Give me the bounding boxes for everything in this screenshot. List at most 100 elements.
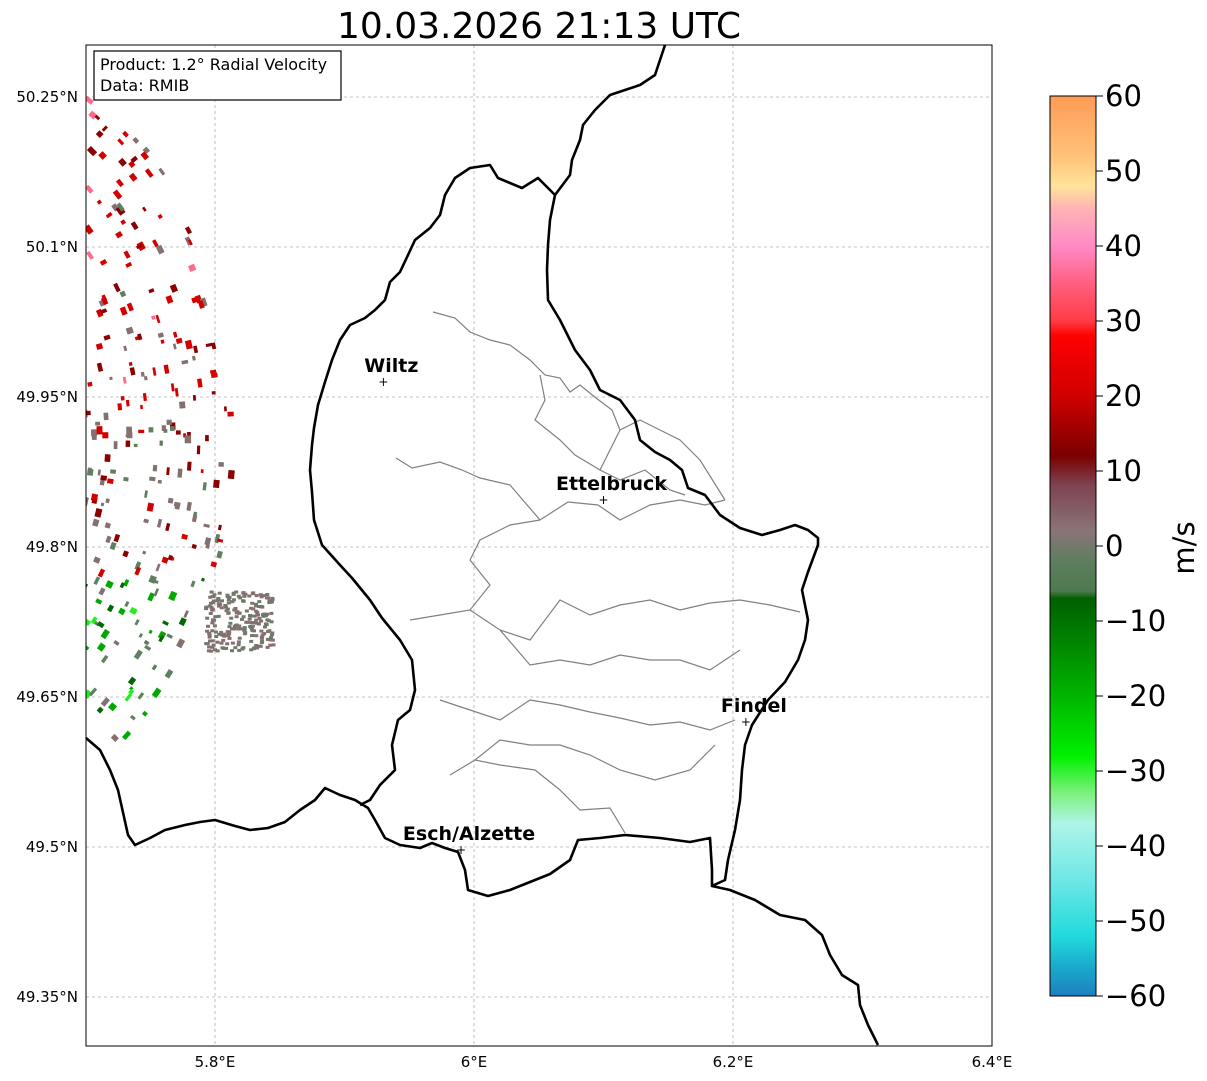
velocity-gate — [93, 556, 101, 564]
velocity-gate — [113, 441, 118, 450]
velocity-gate — [200, 577, 205, 582]
velocity-gate — [186, 501, 192, 511]
city-marker: + — [456, 843, 466, 857]
velocity-gate — [179, 401, 186, 409]
velocity-gate — [203, 523, 210, 528]
velocity-gate — [244, 609, 249, 613]
velocity-gate — [209, 590, 214, 594]
velocity-gate — [204, 537, 212, 546]
velocity-gate — [130, 221, 139, 231]
info-product: Product: 1.2° Radial Velocity — [100, 55, 327, 74]
french-german-border — [711, 884, 880, 1046]
city-marker: + — [378, 375, 388, 389]
velocity-gate — [212, 624, 217, 628]
velocity-gate — [270, 597, 275, 601]
velocity-gate — [113, 282, 121, 293]
velocity-gate — [217, 524, 222, 531]
velocity-gate — [156, 518, 163, 528]
velocity-gate — [255, 646, 260, 650]
velocity-gate — [227, 632, 232, 636]
velocity-gate — [157, 332, 164, 339]
velocity-gate — [183, 610, 189, 618]
velocity-gate — [142, 393, 147, 402]
velocity-gate — [254, 594, 259, 598]
velocity-gate — [258, 644, 263, 648]
velocity-gate — [209, 649, 213, 653]
lon-tick-label: 6.4°E — [972, 1053, 1013, 1071]
velocity-gate — [87, 381, 93, 387]
colorbar: 60 50 40 30 20 10 0 −10 −20 −30 −40 −50 −60 m/s — [1049, 79, 1201, 1013]
velocity-gate — [232, 598, 236, 602]
velocity-gate — [229, 616, 234, 620]
lat-tick-label: 50.1°N — [26, 238, 78, 256]
velocity-gate — [220, 646, 225, 650]
velocity-gate — [212, 479, 220, 489]
velocity-gate — [105, 212, 113, 219]
velocity-gate — [137, 333, 143, 341]
velocity-gate — [259, 629, 264, 633]
velocity-gate — [92, 518, 100, 527]
velocity-gate — [210, 639, 215, 643]
velocity-gate — [228, 621, 233, 625]
velocity-gate — [129, 686, 134, 691]
velocity-gate — [211, 643, 216, 647]
velocity-gate — [211, 601, 216, 605]
velocity-gate — [263, 625, 267, 629]
velocity-gate — [205, 544, 210, 549]
velocity-gate — [149, 476, 156, 482]
velocity-gate — [226, 598, 231, 602]
velocity-gate — [205, 642, 210, 646]
velocity-gate — [259, 605, 264, 608]
velocity-gate — [269, 611, 274, 615]
velocity-gate — [134, 566, 142, 576]
velocity-gate — [175, 337, 183, 344]
velocity-gate — [265, 637, 270, 641]
velocity-gate — [227, 469, 235, 480]
velocity-gate — [124, 693, 133, 702]
city-label: Wiltz — [364, 355, 418, 377]
velocity-gate — [265, 645, 270, 649]
velocity-gate — [216, 550, 223, 559]
velocity-gate — [122, 730, 132, 741]
velocity-gate — [216, 614, 221, 618]
velocity-gate — [142, 550, 147, 555]
velocity-gate — [174, 503, 181, 510]
velocity-gate — [94, 114, 101, 121]
figure-title: 10.03.2026 21:13 UTC — [337, 6, 741, 47]
velocity-gate — [214, 635, 219, 638]
velocity-gate — [209, 369, 217, 374]
velocity-gate — [98, 151, 107, 160]
velocity-gate — [218, 602, 223, 606]
velocity-gate — [270, 631, 275, 635]
velocity-gate — [109, 376, 113, 381]
velocity-gate — [159, 440, 163, 446]
velocity-gate — [249, 606, 254, 610]
velocity-gate — [151, 664, 158, 671]
velocity-gate — [110, 469, 117, 474]
colorbar-tick-label: 50 — [1105, 154, 1142, 188]
velocity-gate — [118, 607, 126, 616]
velocity-gate — [166, 633, 173, 639]
velocity-gate — [250, 624, 255, 628]
velocity-gate — [242, 627, 247, 631]
velocity-gate — [175, 430, 181, 435]
velocity-gate — [207, 645, 212, 649]
velocity-gate — [217, 591, 222, 595]
colorbar-gradient — [1050, 96, 1096, 996]
velocity-gate — [215, 649, 220, 653]
velocity-gate — [247, 617, 252, 621]
velocity-gate — [151, 315, 156, 320]
velocity-gate — [215, 640, 220, 644]
lat-tick-label: 49.35°N — [16, 988, 78, 1006]
velocity-gate — [164, 668, 174, 679]
velocity-gate — [166, 467, 170, 476]
velocity-gate — [141, 710, 148, 717]
velocity-gate — [86, 496, 89, 507]
velocity-gate — [268, 643, 273, 647]
velocity-gate — [105, 535, 112, 544]
velocity-gate — [250, 601, 255, 605]
velocity-gate — [151, 687, 162, 699]
velocity-gate — [96, 706, 104, 714]
velocity-gate — [237, 624, 242, 628]
velocity-gate — [227, 636, 232, 640]
